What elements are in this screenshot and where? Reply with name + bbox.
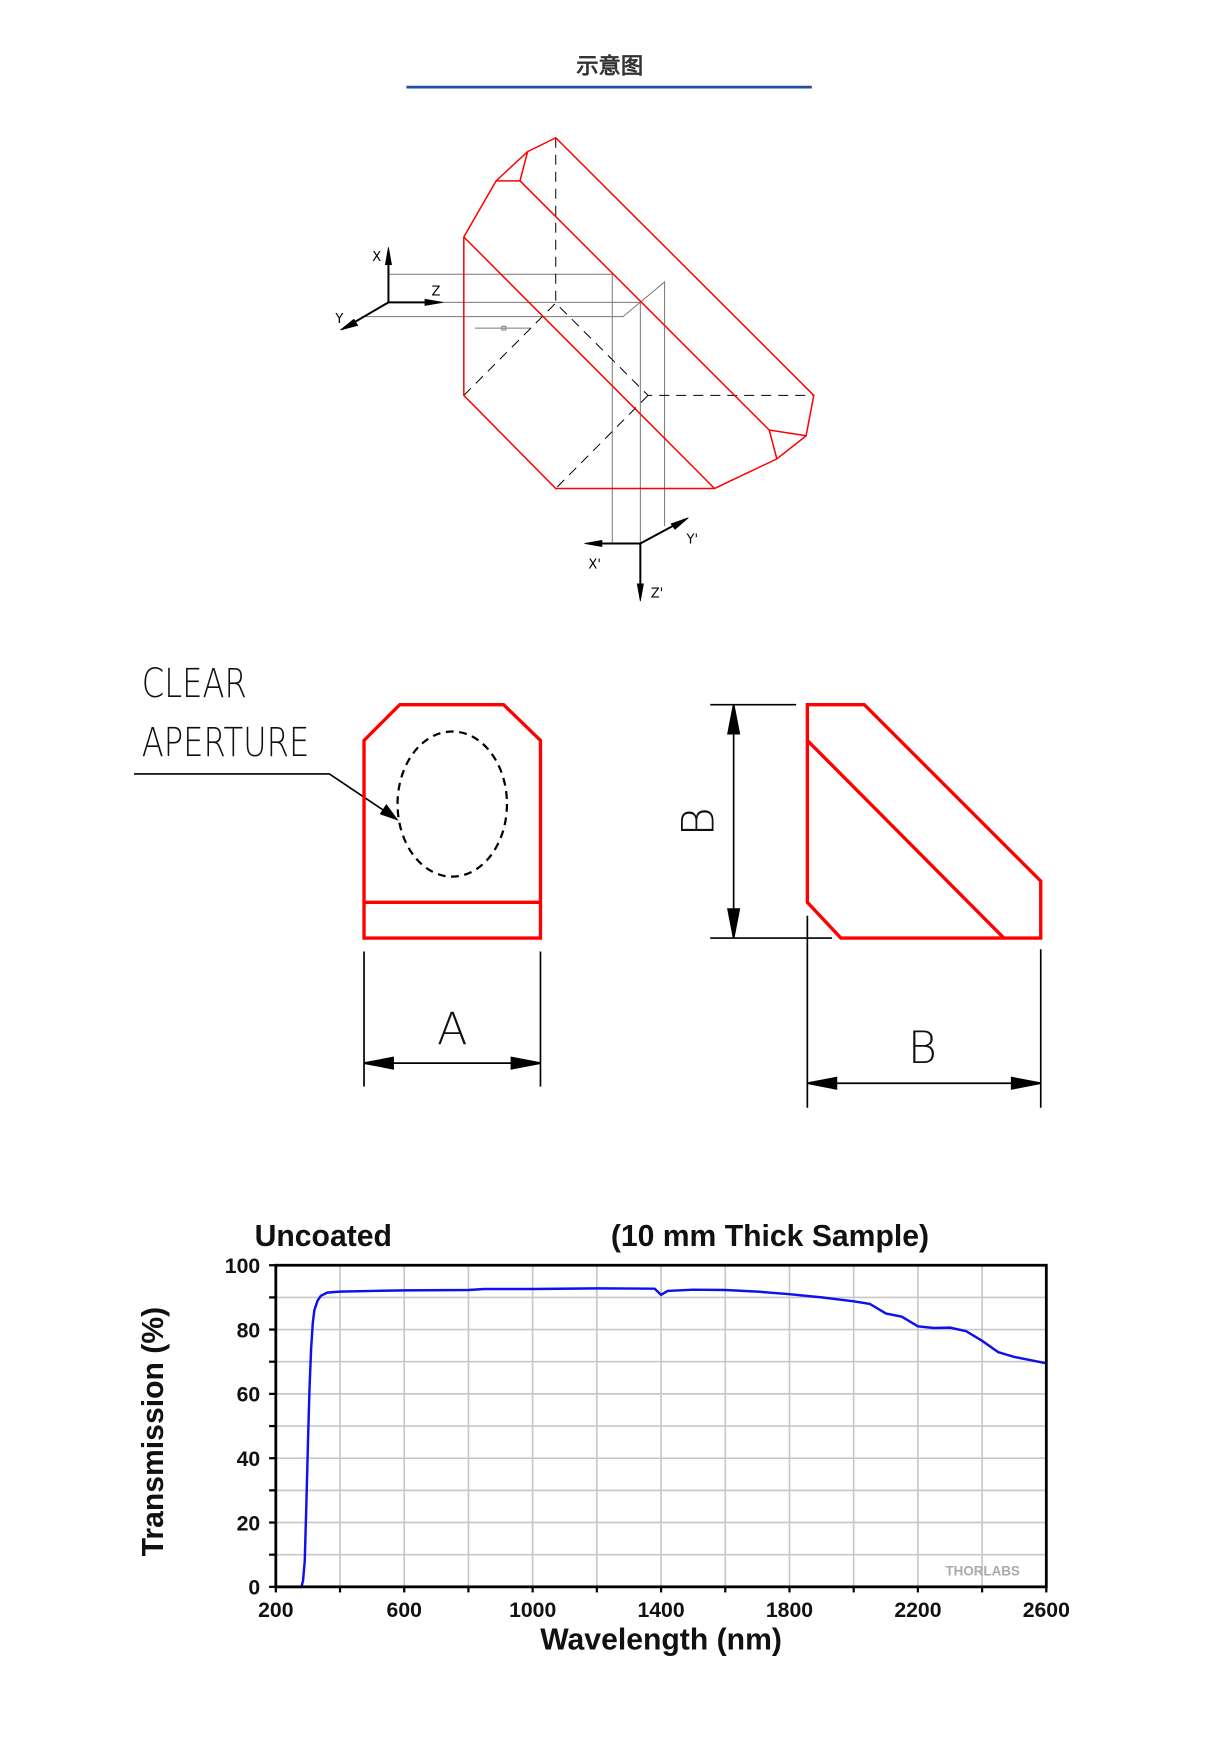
axis-label-z-out: Z'	[651, 586, 664, 601]
axis-label-y-out: Y'	[685, 532, 698, 547]
y-tick-label: 80	[237, 1319, 261, 1342]
side-face-outline	[805, 703, 1043, 940]
x-tick-label: 1800	[766, 1599, 813, 1622]
dimension-a	[363, 951, 542, 1087]
chart-title-left: Uncoated	[255, 1220, 392, 1253]
dimension-b-width-label: B	[908, 1022, 937, 1074]
coordinate-axes-out	[584, 517, 689, 602]
page-title: 示意图	[576, 53, 643, 80]
coordinate-axes-in	[340, 247, 444, 331]
axis-label-y: Y	[334, 312, 343, 327]
y-tick-label: 60	[237, 1384, 261, 1407]
y-tick-label: 40	[237, 1448, 261, 1471]
x-tick-label: 1400	[637, 1599, 684, 1622]
dimension-a-label: A	[437, 1003, 468, 1055]
axis-label-z: Z	[432, 284, 441, 299]
side-view-drawing: B B	[673, 703, 1043, 1108]
chart-title-right: (10 mm Thick Sample)	[611, 1220, 929, 1253]
x-tick-label: 2600	[1023, 1599, 1070, 1622]
thorlabs-watermark: THORLABS	[945, 1564, 1019, 1579]
x-axis-label: Wavelength (nm)	[540, 1623, 782, 1656]
projection-lines	[362, 274, 665, 543]
x-tick-label: 600	[387, 1599, 422, 1622]
transmission-series-line	[275, 1287, 1047, 1589]
x-tick-label: 200	[258, 1599, 293, 1622]
front-face-outline	[362, 703, 543, 940]
dimension-b-height-label: B	[673, 807, 725, 836]
clear-aperture-label-line1: CLEAR	[142, 659, 247, 706]
transmission-chart: Uncoated (10 mm Thick Sample) 200 600 1000…	[137, 1220, 1070, 1656]
dimension-b-width	[806, 915, 1042, 1108]
plot-frame	[274, 1263, 1048, 1589]
axis-label-x: X	[372, 250, 381, 265]
isometric-prism-drawing: X Z Y X' Z' Y'	[334, 138, 814, 602]
y-tick-label: 20	[237, 1512, 261, 1535]
clear-aperture-label-line2: APERTURE	[142, 718, 310, 765]
x-tick-label: 2200	[894, 1599, 941, 1622]
y-tick-label: 0	[248, 1577, 260, 1600]
prism-edges	[464, 138, 814, 489]
hidden-edges	[464, 138, 814, 489]
axis-label-x-out: X'	[588, 557, 601, 572]
leader-arrow	[379, 804, 399, 821]
y-tick-label: 100	[225, 1255, 260, 1278]
front-view-drawing: CLEAR APERTURE A	[134, 659, 543, 1087]
x-tick-label: 1000	[509, 1599, 556, 1622]
dimension-b-height	[710, 703, 832, 939]
clear-aperture-ellipse	[396, 730, 509, 878]
y-axis-label: Transmission (%)	[137, 1307, 170, 1557]
leader-line	[134, 773, 392, 816]
